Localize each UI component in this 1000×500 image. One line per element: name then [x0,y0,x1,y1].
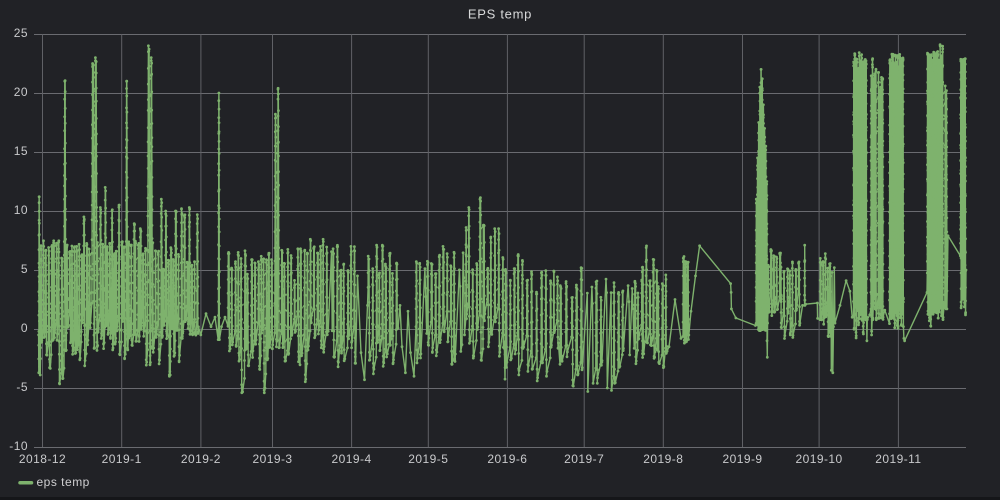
svg-text:25: 25 [14,26,28,40]
svg-text:EPS temp: EPS temp [468,7,532,22]
svg-text:-5: -5 [16,380,28,394]
svg-text:2019-10: 2019-10 [795,452,842,466]
svg-text:15: 15 [14,144,28,158]
svg-text:10: 10 [14,203,28,217]
svg-text:2019-8: 2019-8 [643,452,683,466]
svg-text:5: 5 [21,262,28,276]
svg-text:2019-3: 2019-3 [252,452,292,466]
svg-text:0: 0 [21,321,28,335]
svg-text:eps temp: eps temp [37,475,90,489]
svg-text:2019-4: 2019-4 [332,452,372,466]
svg-text:2019-6: 2019-6 [487,452,527,466]
svg-text:2019-1: 2019-1 [102,452,142,466]
svg-text:2019-9: 2019-9 [722,452,762,466]
svg-text:20: 20 [14,85,28,99]
svg-text:2019-5: 2019-5 [408,452,448,466]
svg-text:2019-11: 2019-11 [875,452,921,466]
svg-text:2019-2: 2019-2 [181,452,221,466]
svg-text:-10: -10 [9,439,28,453]
svg-text:2018-12: 2018-12 [19,452,66,466]
svg-text:2019-7: 2019-7 [564,452,604,466]
